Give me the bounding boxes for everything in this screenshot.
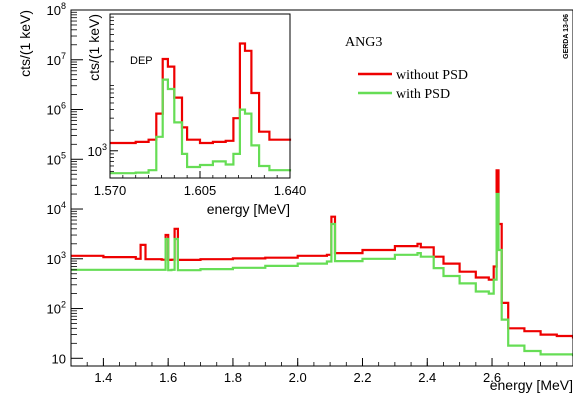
main-x-tick-label: 2.6 bbox=[483, 370, 501, 385]
main-y-axis-title: cts/(1 keV) bbox=[17, 10, 33, 77]
inset-x-axis-title: energy [MeV] bbox=[207, 201, 290, 217]
inset-x-tick-label: 1.640 bbox=[274, 183, 307, 198]
main-x-tick-label: 1.6 bbox=[159, 370, 177, 385]
inset-series-group bbox=[110, 42, 292, 175]
inset-plot: 1.570 1.605 1.640 103 DEP energy [MeV] cts… bbox=[86, 13, 307, 217]
inset-y-axis-title: cts/(1 keV) bbox=[86, 14, 102, 81]
inset-label: DEP bbox=[130, 55, 153, 67]
figure-tag: GERDA 13-06 bbox=[563, 14, 570, 59]
inset-series-with-psd bbox=[110, 78, 292, 175]
main-x-tick-label: 2.2 bbox=[353, 370, 371, 385]
legend-label-without-psd: without PSD bbox=[396, 68, 468, 83]
inset-x-tick-label: 1.570 bbox=[94, 183, 127, 198]
main-y-tick-label: 10 bbox=[52, 351, 66, 366]
main-x-tick-label: 2.4 bbox=[418, 370, 436, 385]
main-plot: 1.4 1.6 1.8 2.0 2.2 2.4 2.6 101021031041051061… bbox=[17, 1, 573, 393]
main-x-ticks: 1.4 1.6 1.8 2.0 2.2 2.4 2.6 bbox=[70, 358, 573, 385]
main-x-tick-label: 2.0 bbox=[289, 370, 307, 385]
legend: without PSD with PSD bbox=[358, 68, 468, 102]
inset-x-tick-label: 1.605 bbox=[184, 183, 217, 198]
main-x-tick-label: 1.4 bbox=[94, 370, 112, 385]
dataset-label: ANG3 bbox=[345, 35, 382, 50]
main-series-group bbox=[71, 169, 573, 357]
main-plot-frame bbox=[70, 9, 573, 367]
legend-label-with-psd: with PSD bbox=[396, 87, 450, 102]
main-series-with-psd bbox=[71, 192, 573, 357]
inset-series-without-psd bbox=[110, 42, 292, 145]
main-x-axis-title: energy [MeV] bbox=[490, 377, 573, 393]
main-x-tick-label: 1.8 bbox=[224, 370, 242, 385]
inset-x-ticks: 1.570 1.605 1.640 bbox=[94, 171, 307, 198]
inset-background bbox=[110, 14, 290, 178]
